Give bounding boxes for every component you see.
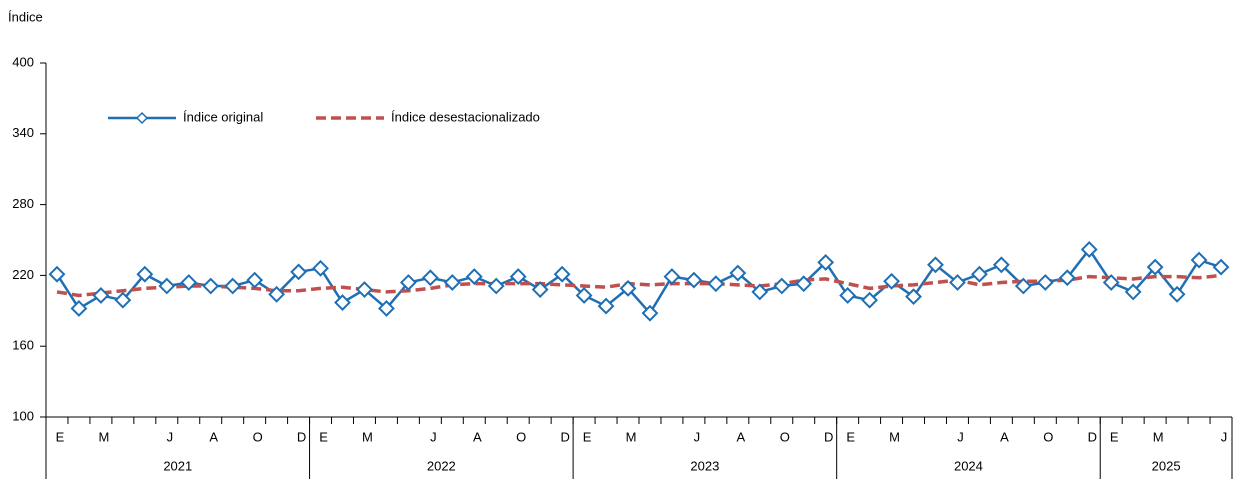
- marker: [48, 265, 66, 283]
- marker: [136, 265, 154, 283]
- marker: [773, 277, 791, 295]
- legend-marker: [135, 111, 149, 125]
- x-tick-label: O: [780, 429, 790, 444]
- marker: [729, 264, 747, 282]
- marker: [158, 277, 176, 295]
- marker: [312, 259, 329, 277]
- x-tick-label: E: [1110, 429, 1119, 444]
- year-label: 2025: [1152, 458, 1181, 473]
- marker: [575, 287, 593, 304]
- marker: [290, 263, 307, 281]
- marker: [861, 291, 879, 309]
- x-tick-label: O: [1043, 429, 1053, 444]
- x-tick-label: A: [473, 429, 482, 444]
- marker: [531, 281, 549, 298]
- x-tick-label: M: [1153, 429, 1164, 444]
- marker: [685, 271, 703, 289]
- marker: [839, 287, 857, 304]
- marker: [707, 275, 725, 293]
- y-axis-title: Índice: [8, 9, 43, 24]
- marker: [751, 283, 769, 301]
- x-tick-label: A: [1000, 429, 1009, 444]
- marker: [553, 265, 571, 283]
- marker: [817, 254, 835, 271]
- x-tick-label: J: [430, 429, 437, 444]
- marker: [1146, 258, 1164, 276]
- x-tick-label: J: [694, 429, 701, 444]
- marker: [334, 294, 351, 311]
- y-tick-label: 100: [12, 408, 34, 423]
- x-tick-label: E: [56, 429, 65, 444]
- marker: [202, 277, 220, 295]
- y-tick-label: 340: [12, 125, 34, 140]
- marker: [224, 277, 242, 295]
- marker: [597, 297, 615, 315]
- marker: [421, 269, 439, 287]
- marker: [1168, 285, 1186, 303]
- legend-label: Índice desestacionalizado: [391, 109, 540, 124]
- year-label: 2024: [954, 458, 983, 473]
- x-tick-label: A: [737, 429, 746, 444]
- marker: [1124, 283, 1142, 301]
- x-tick-label: O: [516, 429, 526, 444]
- marker: [795, 275, 813, 293]
- year-label: 2021: [163, 458, 192, 473]
- marker: [1058, 269, 1076, 287]
- x-tick-label: M: [889, 429, 900, 444]
- marker: [927, 256, 944, 274]
- marker: [509, 268, 527, 285]
- marker: [378, 300, 395, 317]
- marker: [641, 304, 659, 322]
- marker: [663, 268, 681, 285]
- legend-label: Índice original: [183, 109, 263, 124]
- marker: [905, 288, 922, 306]
- marker: [1080, 241, 1098, 258]
- marker: [114, 291, 132, 309]
- x-tick-label: D: [297, 429, 306, 444]
- x-tick-label: M: [99, 429, 110, 444]
- marker: [443, 274, 461, 291]
- marker: [465, 268, 483, 285]
- x-tick-label: J: [167, 429, 174, 444]
- marker: [1014, 277, 1032, 295]
- year-label: 2023: [690, 458, 719, 473]
- marker: [1036, 274, 1054, 291]
- x-tick-label: O: [253, 429, 263, 444]
- x-tick-label: D: [560, 429, 569, 444]
- y-tick-label: 400: [12, 54, 34, 69]
- marker: [971, 265, 988, 283]
- x-tick-label: J: [957, 429, 964, 444]
- marker: [268, 285, 286, 303]
- marker: [487, 277, 505, 295]
- y-tick-label: 160: [12, 338, 34, 353]
- marker: [992, 256, 1010, 274]
- x-tick-label: D: [824, 429, 833, 444]
- x-tick-label: E: [846, 429, 855, 444]
- x-tick-label: J: [1221, 429, 1228, 444]
- marker: [246, 271, 264, 289]
- marker: [356, 281, 373, 298]
- marker: [92, 287, 110, 304]
- x-tick-label: E: [319, 429, 328, 444]
- marker: [1190, 251, 1208, 269]
- marker: [180, 274, 198, 291]
- year-label: 2022: [427, 458, 456, 473]
- marker: [949, 274, 966, 291]
- marker: [399, 274, 417, 291]
- marker: [619, 279, 637, 297]
- y-tick-label: 280: [12, 196, 34, 211]
- y-tick-label: 220: [12, 267, 34, 282]
- marker: [1102, 274, 1120, 291]
- x-tick-label: E: [583, 429, 592, 444]
- marker: [70, 300, 88, 317]
- x-tick-label: M: [362, 429, 373, 444]
- marker: [1212, 258, 1230, 276]
- x-tick-label: M: [626, 429, 637, 444]
- x-tick-label: A: [209, 429, 218, 444]
- x-tick-label: D: [1088, 429, 1097, 444]
- marker: [883, 272, 900, 290]
